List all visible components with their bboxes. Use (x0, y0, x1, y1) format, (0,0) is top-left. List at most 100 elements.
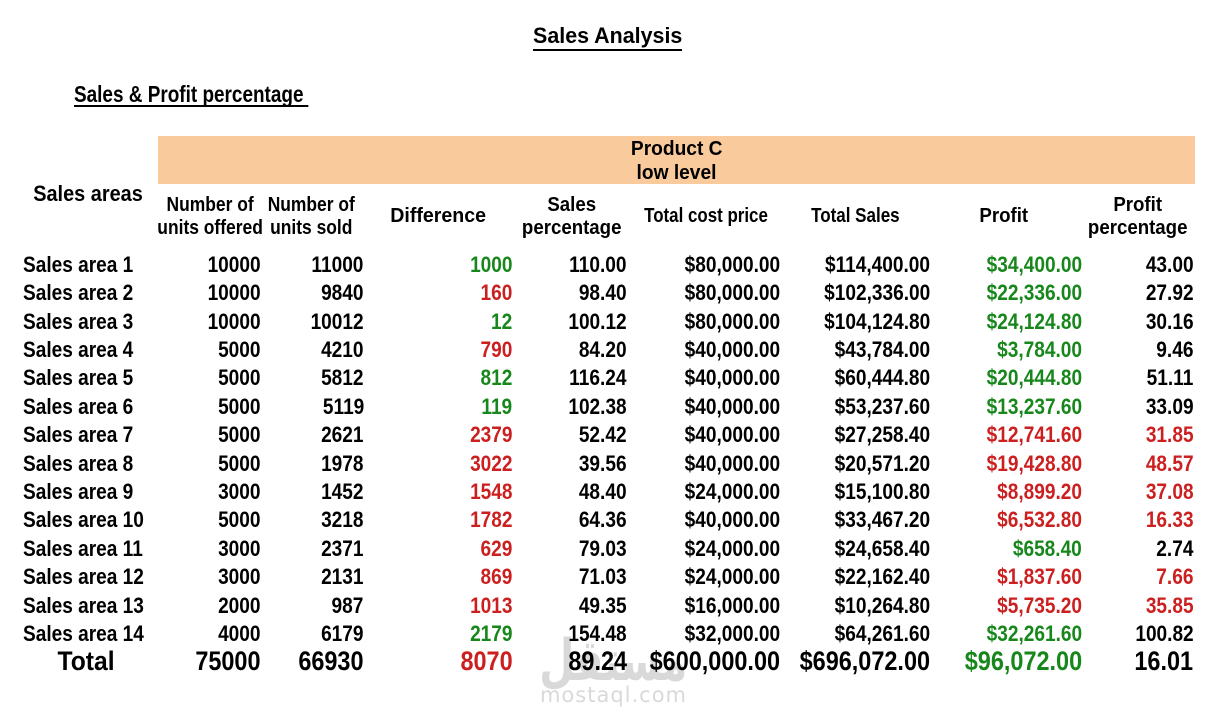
cell-profit: $3,784.00 (932, 336, 1082, 364)
cell-value: 3000 (218, 535, 261, 561)
cell-value: $1,837.60 (996, 564, 1082, 590)
cell-value: 10012 (310, 308, 364, 334)
cell-total-sales: $15,100.80 (780, 478, 930, 506)
cell-value: $20,571.20 (834, 450, 930, 476)
cell-value: $32,261.60 (986, 621, 1082, 646)
cell-sold: 4210 (214, 336, 363, 364)
cell-sold: 1978 (214, 450, 363, 478)
cell-value: 9840 (321, 280, 364, 306)
cell-value: 2621 (321, 422, 364, 448)
cell-difference: 8070 (362, 647, 512, 676)
cell-value: $40,000.00 (684, 507, 781, 533)
cell-sold: 3218 (214, 506, 364, 534)
cell-value: 2.74 (1156, 535, 1194, 561)
cell-value: $114,400.00 (824, 251, 930, 277)
cell-total-cost: $40,000.00 (630, 450, 780, 478)
cell-difference: 629 (362, 535, 512, 563)
cell-value: 5000 (218, 365, 261, 391)
cell-total-cost: $40,000.00 (630, 364, 780, 392)
cell-value: $32,000.00 (684, 621, 781, 646)
row-label: Sales area 9 (23, 478, 150, 506)
cell-value: 89.24 (568, 646, 627, 677)
table-row-6: Sales area 6 5000 5119 119 102.38 $40,000.00 $… (0, 393, 1227, 421)
cell-value: 35.85 (1145, 592, 1194, 618)
cell-value: 71.03 (579, 564, 627, 590)
cell-offered: 2000 (111, 592, 261, 620)
cell-profit-percentage: 7.66 (1043, 563, 1193, 591)
column-header-profit-percentage: Profit percentage (1077, 185, 1199, 248)
cell-total-sales: $24,658.40 (780, 535, 930, 563)
column-header-difference: Difference (372, 185, 504, 248)
cell-value: $22,162.40 (834, 564, 930, 590)
cell-value: 2179 (469, 621, 513, 646)
cell-sold: 11000 (214, 251, 364, 279)
cell-difference: 160 (362, 279, 512, 307)
cell-value: 4000 (218, 621, 261, 646)
row-label: Sales area 12 (23, 563, 150, 591)
cell-difference: 2379 (362, 421, 512, 449)
row-label-total: Total (23, 647, 150, 676)
cell-profit: $5,735.20 (932, 592, 1082, 620)
cell-difference: 1548 (362, 478, 512, 506)
row-label: Sales area 2 (23, 279, 150, 307)
cell-value: $15,100.80 (834, 479, 930, 504)
cell-value: 6179 (321, 621, 364, 646)
cell-value: $40,000.00 (684, 365, 781, 391)
cell-value: $60,444.80 (834, 365, 930, 391)
column-header-numberof-unitssold: Number of units sold (256, 185, 368, 248)
cell-value: $658.40 (1012, 535, 1082, 561)
cell-value: $24,000.00 (684, 479, 781, 504)
cell-profit: $8,899.20 (932, 478, 1082, 506)
cell-offered: 4000 (111, 620, 261, 648)
cell-value: $80,000.00 (684, 280, 781, 306)
cell-value: 10000 (207, 308, 261, 334)
cell-sales-percentage: 71.03 (477, 563, 627, 591)
cell-value: $40,000.00 (684, 422, 781, 448)
cell-total-cost: $600,000.00 (630, 647, 780, 676)
row-label-text: Sales area 13 (23, 592, 144, 618)
table-row-8: Sales area 8 5000 1978 3022 39.56 $40,000.00 $… (0, 450, 1227, 478)
cell-total-sales: $104,124.80 (780, 308, 930, 336)
cell-sales-percentage: 48.40 (477, 478, 627, 506)
cell-value: 3218 (321, 507, 364, 533)
cell-value: $80,000.00 (684, 308, 781, 334)
row-label-text: Sales area 14 (23, 621, 144, 646)
cell-value: $102,336.00 (823, 280, 930, 306)
cell-profit: $6,532.80 (932, 506, 1082, 534)
cell-value: 160 (480, 280, 513, 306)
cell-profit: $13,237.60 (932, 393, 1081, 421)
cell-value: $24,658.40 (834, 535, 930, 561)
cell-value: 84.20 (579, 337, 627, 362)
cell-difference: 12 (362, 308, 512, 336)
cell-profit: $1,837.60 (932, 563, 1082, 591)
cell-value: 2379 (469, 422, 513, 448)
cell-value: 64.36 (579, 507, 627, 533)
cell-value: 2000 (218, 592, 261, 618)
cell-value: 3000 (218, 479, 261, 504)
cell-sold: 10012 (214, 308, 364, 336)
cell-value: 102.38 (568, 393, 627, 419)
cell-value: $24,000.00 (684, 564, 781, 590)
cell-value: 48.57 (1145, 450, 1194, 476)
cell-sales-percentage: 102.38 (477, 393, 627, 421)
cell-total-cost: $16,000.00 (630, 592, 780, 620)
cell-value: $22,336.00 (986, 280, 1082, 306)
cell-total-cost: $40,000.00 (630, 421, 780, 449)
cell-sales-percentage: 98.40 (477, 279, 627, 307)
page-title-text: Sales Analysis (532, 23, 683, 51)
cell-value: 49.35 (579, 592, 627, 618)
cell-total-cost: $24,000.00 (630, 535, 780, 563)
row-label-text: Sales area 7 (23, 422, 134, 448)
cell-total-cost: $80,000.00 (630, 251, 780, 279)
cell-sales-percentage: 84.20 (477, 336, 627, 364)
cell-total-cost: $32,000.00 (630, 620, 780, 648)
cell-value: 66930 (298, 646, 364, 677)
table-row-13: Sales area 13 2000 987 1013 49.35 $16,000.00 $… (0, 592, 1227, 620)
cell-difference: 1013 (362, 592, 512, 620)
cell-profit: $34,400.00 (932, 251, 1081, 279)
cell-offered: 3000 (111, 478, 261, 506)
cell-difference: 812 (362, 364, 512, 392)
cell-total-sales: $10,264.80 (780, 592, 929, 620)
cell-offered: 5000 (111, 450, 260, 478)
cell-sales-percentage: 52.42 (477, 421, 627, 449)
